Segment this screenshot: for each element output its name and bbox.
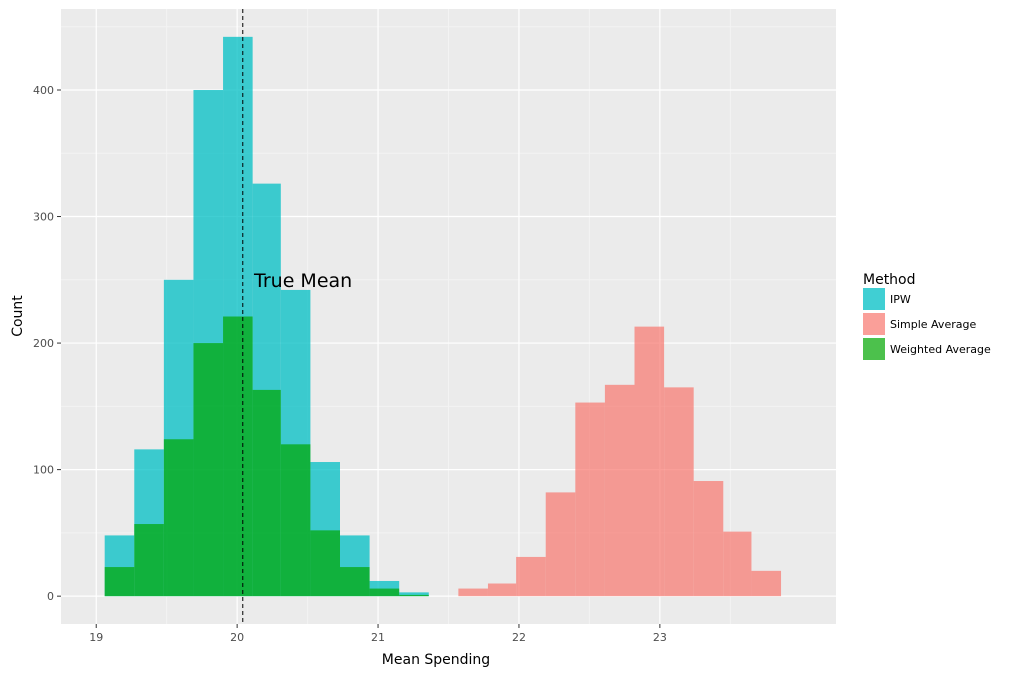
series-simple-average [458, 326, 782, 597]
histogram-bar [487, 583, 517, 597]
histogram-bar [693, 481, 724, 597]
histogram-bar [604, 384, 635, 597]
histogram-bar [575, 402, 605, 597]
histogram-bar [399, 594, 429, 597]
legend-label: Simple Average [890, 318, 976, 331]
histogram-bar [252, 389, 281, 597]
legend-swatch [863, 338, 885, 360]
series-weighted-average [104, 316, 429, 597]
histogram-bar [104, 567, 135, 597]
histogram-bars [104, 36, 782, 597]
histogram-bar [399, 592, 429, 597]
reference-line-group: True Mean [242, 9, 352, 624]
x-axis-title: Mean Spending [382, 652, 490, 668]
y-tick-label: 400 [33, 84, 54, 97]
histogram-bar [223, 316, 253, 597]
histogram-bar [751, 570, 782, 597]
histogram-bar [280, 444, 311, 597]
histogram-bar [340, 567, 370, 597]
axis-ticks: 19 20 21 22 23 0 100 200 300 400 [33, 84, 667, 644]
legend-title: Method [863, 272, 916, 288]
histogram-bar [664, 387, 694, 597]
histogram-bar [634, 326, 665, 597]
histogram-bar [163, 439, 194, 597]
x-tick-label: 22 [512, 631, 526, 644]
legend-label: Weighted Average [890, 343, 991, 356]
y-tick-label: 200 [33, 337, 54, 350]
legend-swatch [863, 313, 885, 335]
legend-swatch [863, 288, 885, 310]
histogram-bar [458, 588, 488, 597]
legend-label: IPW [890, 293, 911, 306]
histogram-bar [134, 524, 164, 597]
x-tick-label: 23 [653, 631, 667, 644]
legend: Method IPW Simple Average Weighted Average [863, 272, 991, 360]
histogram-bar [193, 343, 224, 597]
x-tick-label: 20 [230, 631, 244, 644]
x-tick-label: 19 [89, 631, 103, 644]
histogram-bar [545, 492, 576, 597]
histogram-bar [369, 588, 400, 597]
y-tick-label: 100 [33, 464, 54, 477]
true-mean-label: True Mean [253, 270, 352, 292]
x-tick-label: 21 [371, 631, 385, 644]
y-axis-title: Count [10, 295, 26, 337]
y-tick-label: 0 [47, 590, 54, 603]
histogram-bar [516, 556, 546, 597]
histogram-bar [723, 531, 752, 597]
histogram-bar [310, 530, 340, 597]
y-tick-label: 300 [33, 211, 54, 224]
